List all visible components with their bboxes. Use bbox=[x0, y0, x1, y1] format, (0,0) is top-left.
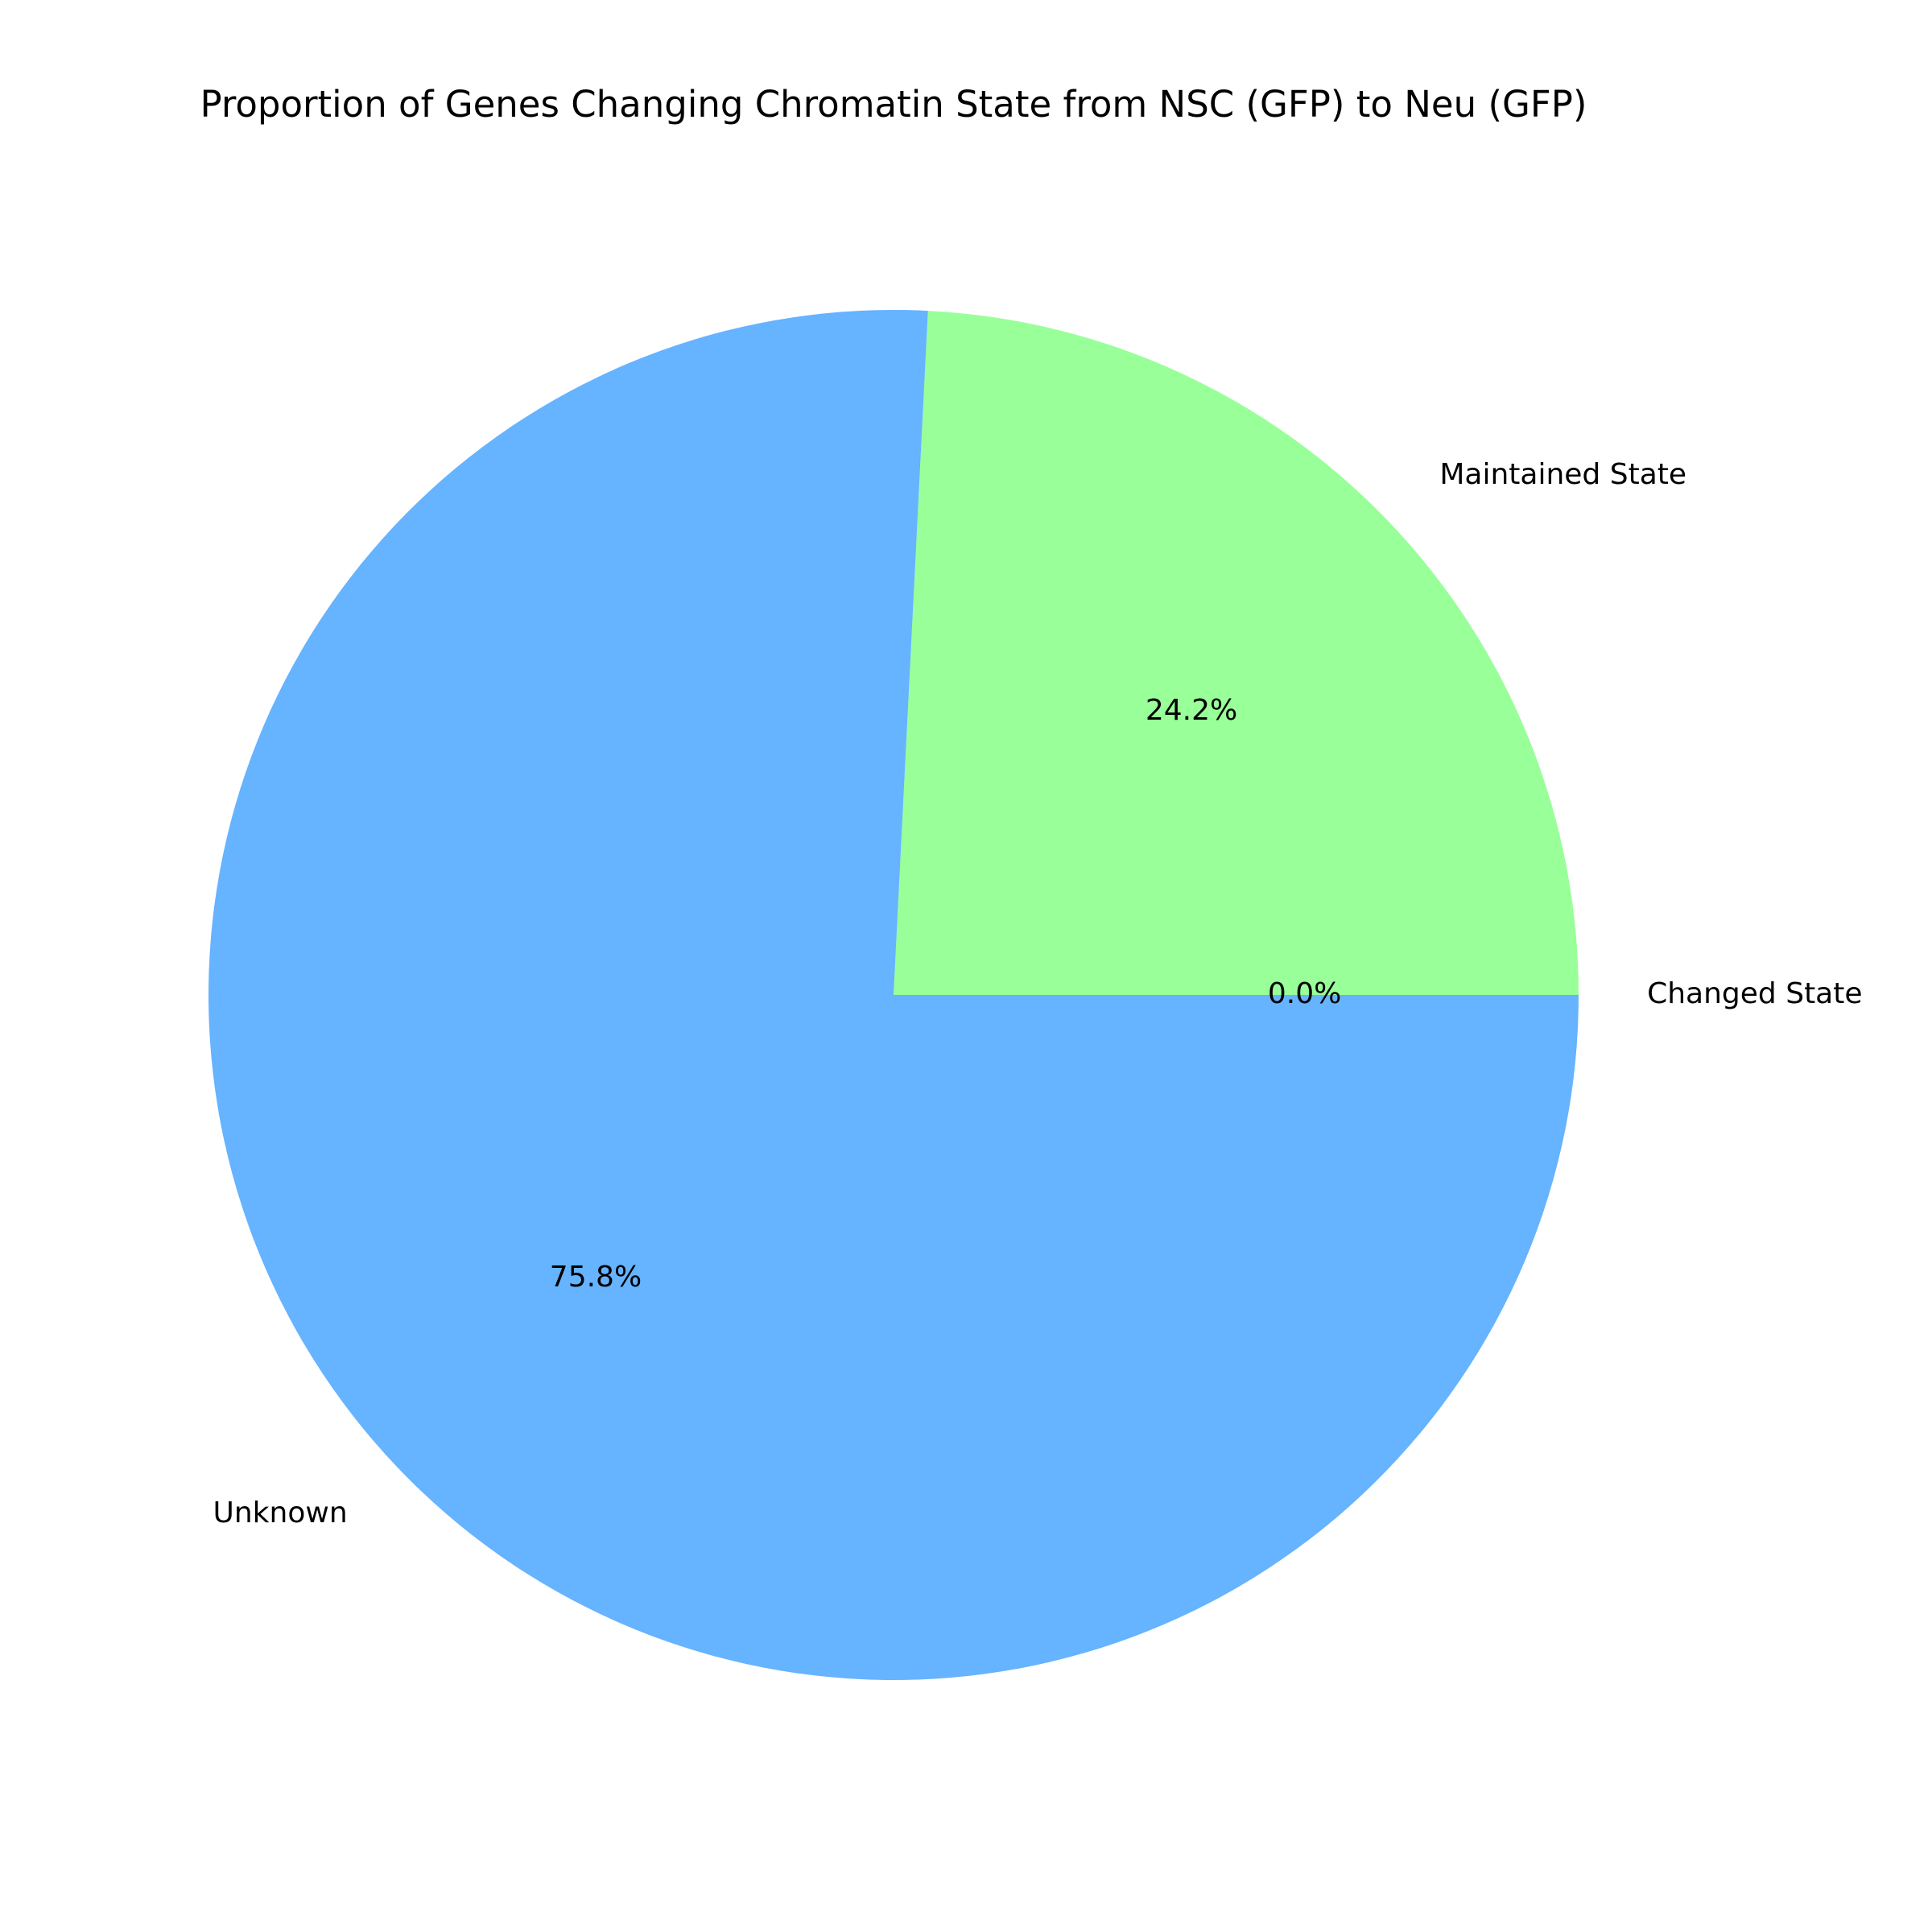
slice-maintained-state bbox=[894, 311, 1579, 996]
pct-label-changed-state: 0.0% bbox=[1268, 977, 1341, 1010]
pie-labels: Changed State 0.0% Maintained State 24.2% Un… bbox=[213, 458, 1863, 1530]
pct-label-maintained-state: 24.2% bbox=[1146, 694, 1237, 727]
slice-label-maintained-state: Maintained State bbox=[1439, 458, 1686, 491]
slice-label-unknown: Unknown bbox=[213, 1496, 348, 1530]
slice-unknown bbox=[208, 310, 1579, 1680]
chart-title: Proportion of Genes Changing Chromatin S… bbox=[200, 83, 1587, 126]
pct-label-unknown: 75.8% bbox=[550, 1261, 642, 1294]
slice-label-changed-state: Changed State bbox=[1647, 977, 1862, 1010]
pie-slices bbox=[208, 310, 1579, 1680]
